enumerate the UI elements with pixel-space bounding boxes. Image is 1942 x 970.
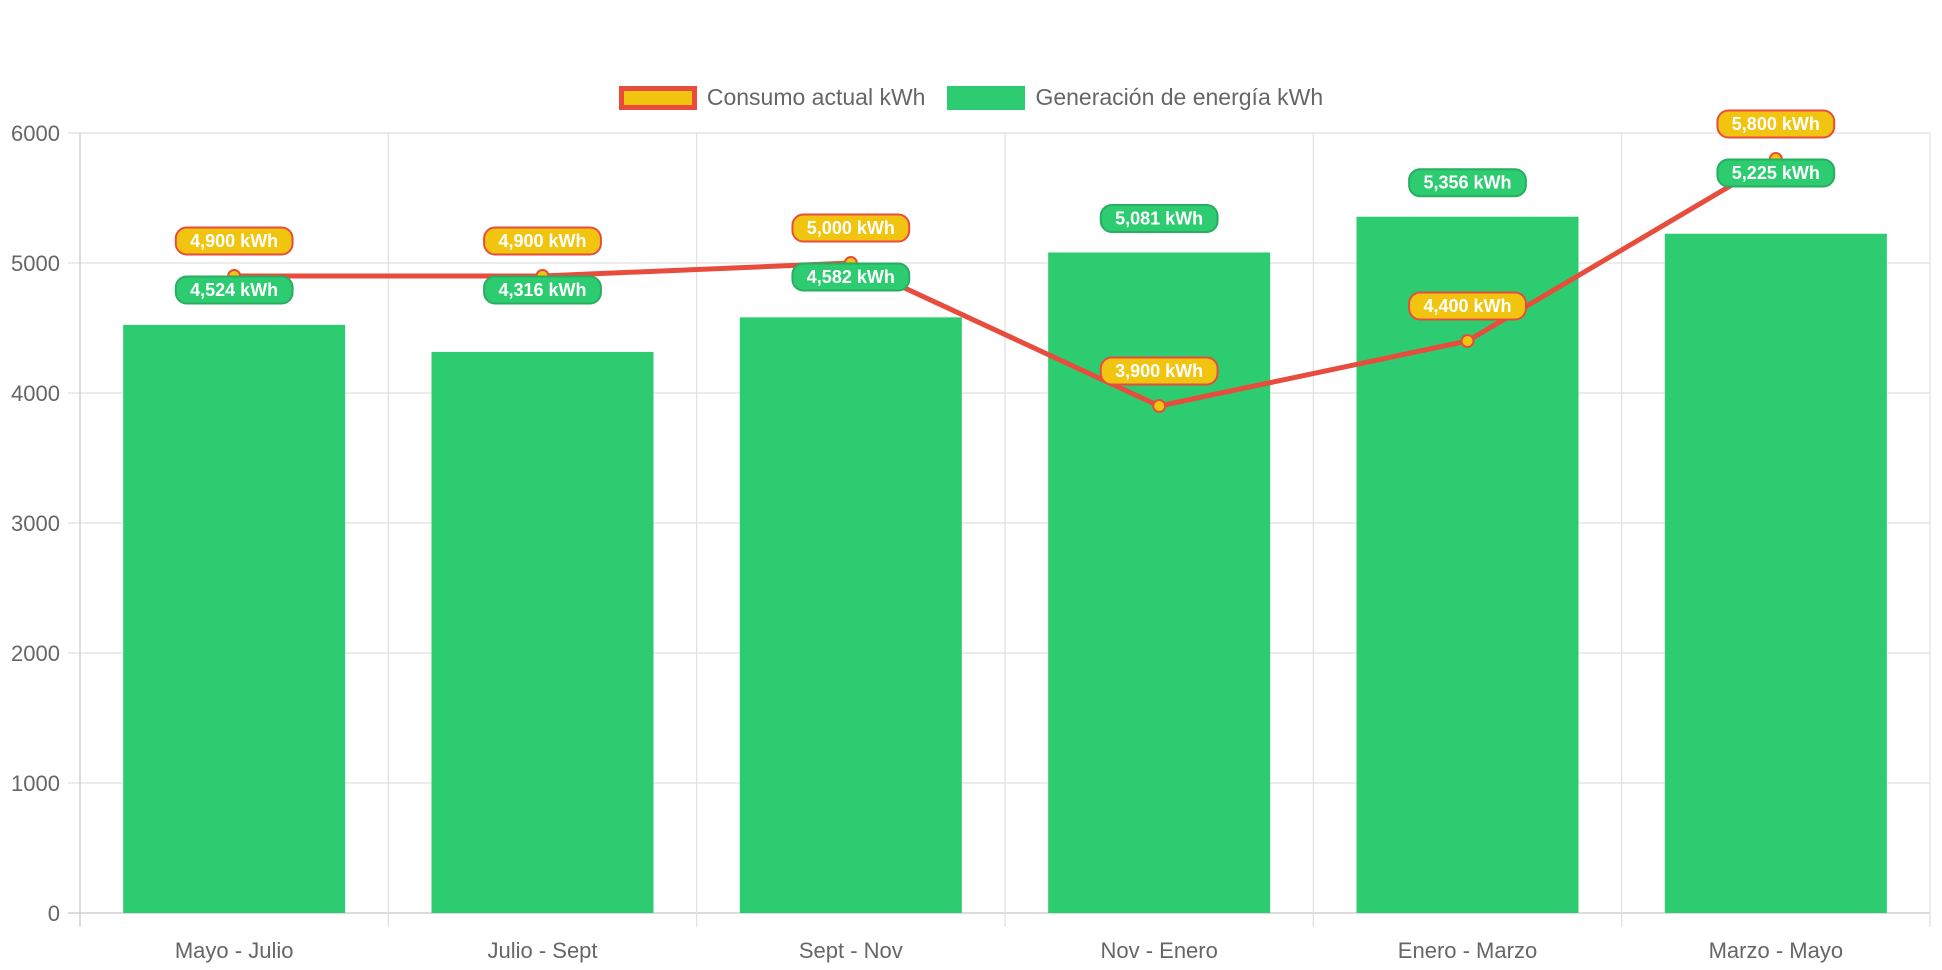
- data-label-generacion: 4,316 kWh: [483, 275, 602, 305]
- y-tick-label: 3000: [11, 511, 60, 536]
- data-label-consumo: 4,900 kWh: [174, 226, 294, 256]
- data-label-generacion-bg: [1408, 168, 1527, 198]
- legend-swatch-consumo: [618, 85, 697, 110]
- x-tick-label: Mayo - Julio: [175, 938, 294, 963]
- data-label-consumo-bg: [483, 226, 602, 256]
- data-label-consumo: 5,800 kWh: [1716, 109, 1836, 139]
- data-label-consumo-text: 3,900 kWh: [1115, 361, 1203, 381]
- y-tick-label: 1000: [11, 771, 60, 796]
- data-label-consumo-bg: [1099, 356, 1219, 386]
- data-label-generacion: 5,081 kWh: [1099, 203, 1219, 233]
- data-label-generacion-text: 4,316 kWh: [498, 280, 586, 300]
- bar-generacion: [1664, 233, 1887, 913]
- x-tick-label: Enero - Marzo: [1398, 938, 1537, 963]
- data-label-consumo-bg: [1716, 109, 1836, 139]
- data-label-generacion-bg: [791, 262, 911, 292]
- data-label-consumo-text: 5,000 kWh: [807, 218, 895, 238]
- bar-generacion: [1356, 216, 1579, 914]
- bar-generacion: [123, 324, 346, 913]
- data-label-consumo-text: 4,900 kWh: [498, 231, 586, 251]
- y-tick-label: 2000: [11, 641, 60, 666]
- data-label-consumo: 4,900 kWh: [483, 226, 602, 256]
- legend-label-consumo: Consumo actual kWh: [706, 84, 926, 110]
- data-label-generacion: 5,225 kWh: [1716, 158, 1836, 188]
- legend-swatch-generacion: [947, 85, 1026, 110]
- data-label-consumo: 5,000 kWh: [791, 213, 911, 243]
- data-label-consumo: 3,900 kWh: [1099, 356, 1219, 386]
- y-tick-label: 0: [48, 901, 60, 926]
- bar-generacion: [1048, 252, 1271, 914]
- data-label-consumo-bg: [174, 226, 294, 256]
- legend-item-generacion[interactable]: Generación de energía kWh: [947, 84, 1323, 111]
- data-label-consumo-text: 5,800 kWh: [1732, 114, 1820, 134]
- data-label-generacion-text: 5,081 kWh: [1115, 208, 1203, 228]
- data-label-generacion-bg: [1099, 203, 1219, 233]
- x-tick-label: Sept - Nov: [799, 938, 903, 963]
- data-label-consumo-text: 4,900 kWh: [190, 231, 278, 251]
- data-label-consumo-bg: [1408, 291, 1527, 321]
- legend-item-consumo[interactable]: Consumo actual kWh: [618, 84, 926, 111]
- data-label-generacion-bg: [174, 275, 294, 305]
- data-label-generacion: 4,582 kWh: [791, 262, 911, 292]
- data-label-consumo: 4,400 kWh: [1408, 291, 1527, 321]
- data-label-consumo-bg: [791, 213, 911, 243]
- x-tick-label: Marzo - Mayo: [1709, 938, 1843, 963]
- data-label-consumo-text: 4,400 kWh: [1423, 296, 1511, 316]
- point-consumo: [1152, 399, 1167, 413]
- data-label-generacion-text: 5,225 kWh: [1732, 163, 1820, 183]
- data-label-generacion-bg: [483, 275, 602, 305]
- data-label-generacion-bg: [1716, 158, 1836, 188]
- data-label-generacion-text: 4,524 kWh: [190, 280, 278, 300]
- bar-generacion: [739, 317, 962, 914]
- y-tick-label: 6000: [11, 121, 60, 146]
- chart-legend: Consumo actual kWh Generación de energía…: [0, 84, 1942, 111]
- data-label-generacion: 5,356 kWh: [1408, 168, 1527, 198]
- point-consumo: [1460, 334, 1475, 348]
- data-label-generacion-text: 5,356 kWh: [1423, 173, 1511, 193]
- legend-label-generacion: Generación de energía kWh: [1035, 84, 1324, 110]
- data-label-generacion-text: 4,582 kWh: [807, 267, 895, 287]
- y-tick-label: 5000: [11, 251, 60, 276]
- x-tick-label: Nov - Enero: [1100, 938, 1217, 963]
- data-label-generacion: 4,524 kWh: [174, 275, 294, 305]
- bar-generacion: [431, 351, 654, 913]
- y-tick-label: 4000: [11, 381, 60, 406]
- x-tick-label: Julio - Sept: [487, 938, 597, 963]
